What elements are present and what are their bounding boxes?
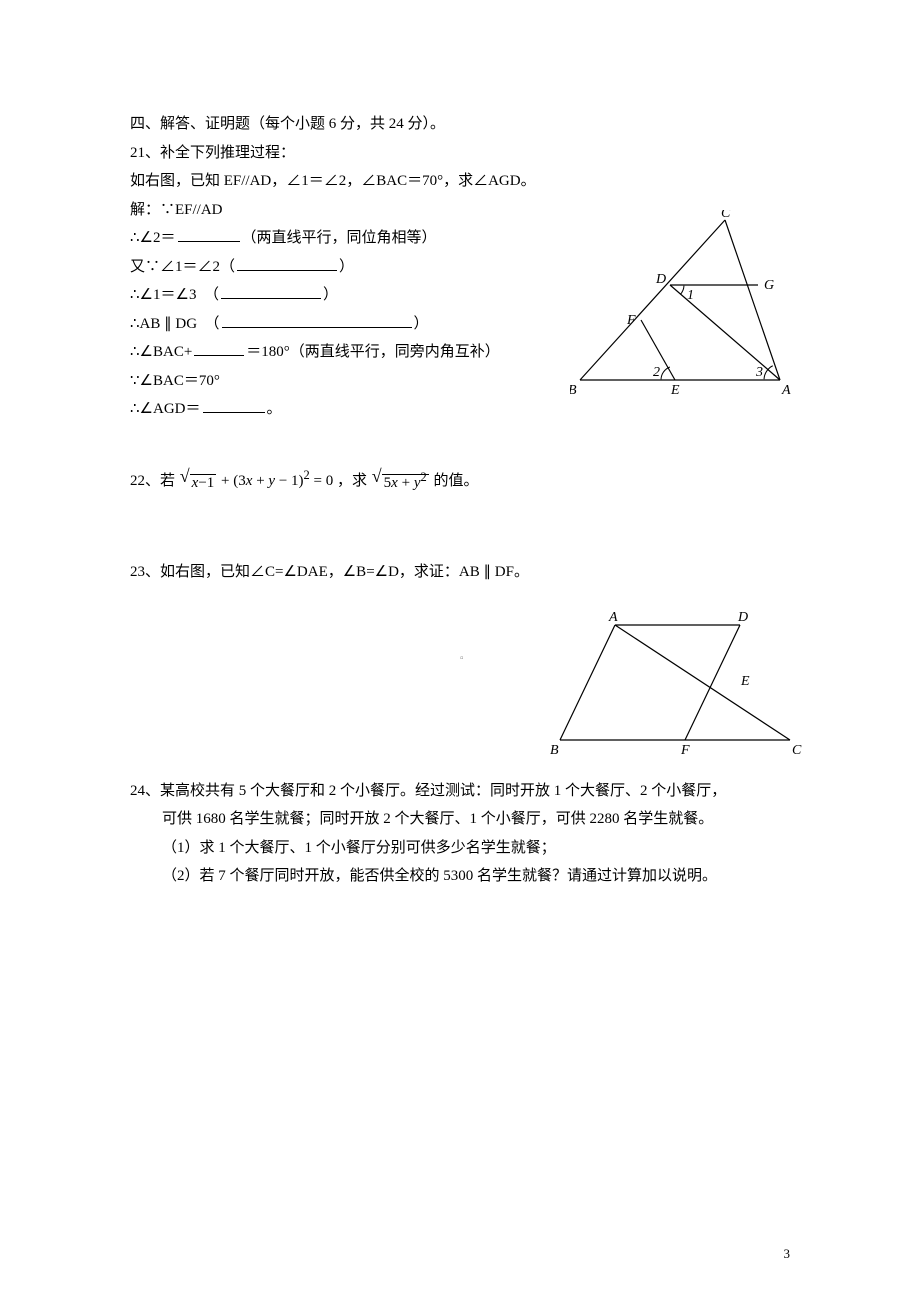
q21-l2b: （两直线平行，同位角相等） [242, 230, 437, 246]
svg-text:E: E [670, 383, 680, 398]
q23-diagram: A D B F C E [545, 610, 805, 760]
q21-blank2 [237, 255, 337, 271]
svg-text:2: 2 [653, 365, 660, 380]
svg-text:3: 3 [755, 365, 763, 380]
q22-expr1: √x−1 [180, 464, 217, 498]
section-header: 四、解答、证明题（每个小题 6 分，共 24 分）。 [130, 110, 800, 139]
q22-mid: ，求 [337, 473, 367, 489]
q21-blank6 [203, 397, 265, 413]
q22-expr2: (3x + y − 1)2 = 0 [233, 473, 337, 489]
svg-text:F: F [680, 743, 690, 758]
q24-l3: （1）求 1 个大餐厅、1 个小餐厅分别可供多少名学生就餐； [130, 834, 800, 863]
svg-text:B: B [550, 743, 559, 758]
q24-l4: （2）若 7 个餐厅同时开放，能否供全校的 5300 名学生就餐？请通过计算加以… [130, 862, 800, 891]
q24: 24、某高校共有 5 个大餐厅和 2 个小餐厅。经过测试：同时开放 1 个大餐厅… [130, 777, 800, 891]
q21-blank4 [222, 312, 412, 328]
q22-prefix: 22、若 [130, 473, 175, 489]
q22: 22、若 √x−1 + (3x + y − 1)2 = 0 ，求 √5x + y… [130, 464, 800, 499]
svg-text:G: G [764, 278, 774, 293]
q21-l4b: ） [323, 287, 338, 303]
q21-l4a: ∴∠1＝∠3 （ [130, 287, 219, 303]
q21-l3b: ） [339, 259, 354, 275]
q21-blank3 [221, 283, 321, 299]
q21-l2a: ∴∠2＝ [130, 230, 176, 246]
svg-text:A: A [608, 610, 618, 625]
svg-text:A: A [781, 383, 791, 398]
q21-diagram: C B A D G F E 1 2 3 [570, 210, 800, 410]
q21-l8b: 。 [267, 401, 282, 417]
q21-blank5 [194, 340, 244, 356]
q21-l6a: ∴∠BAC+ [130, 344, 192, 360]
q23: 23、如右图，已知∠C=∠DAE，∠B=∠D，求证：AB ∥ DF。 [130, 558, 800, 587]
page-number: 3 [784, 1246, 791, 1262]
svg-text:C: C [721, 210, 731, 221]
svg-text:F: F [626, 313, 636, 328]
q22-suffix: 的值。 [433, 473, 478, 489]
q22-expr3: √5x + y2 [372, 464, 429, 498]
q21-title: 21、补全下列推理过程： [130, 139, 800, 168]
svg-text:D: D [655, 272, 666, 287]
svg-text:D: D [737, 610, 748, 625]
q21-l3a: 又∵∠1＝∠2（ [130, 259, 235, 275]
svg-text:E: E [740, 674, 750, 689]
svg-text:B: B [570, 383, 577, 398]
q21-l8a: ∴∠AGD＝ [130, 401, 201, 417]
q21-given: 如右图，已知 EF//AD，∠1＝∠2，∠BAC＝70°，求∠AGD。 [130, 167, 800, 196]
q24-l1: 24、某高校共有 5 个大餐厅和 2 个小餐厅。经过测试：同时开放 1 个大餐厅… [130, 777, 800, 806]
q24-l2: 可供 1680 名学生就餐；同时开放 2 个大餐厅、1 个小餐厅，可供 2280… [130, 805, 800, 834]
q21-l5a: ∴AB ∥ DG （ [130, 316, 220, 332]
svg-text:C: C [792, 743, 802, 758]
q21-l6b: ＝180°（两直线平行，同旁内角互补） [246, 344, 500, 360]
center-marker: ▫ [460, 653, 464, 664]
svg-text:1: 1 [687, 288, 694, 303]
q21-blank1 [178, 226, 240, 242]
q21-l5b: ） [414, 316, 429, 332]
